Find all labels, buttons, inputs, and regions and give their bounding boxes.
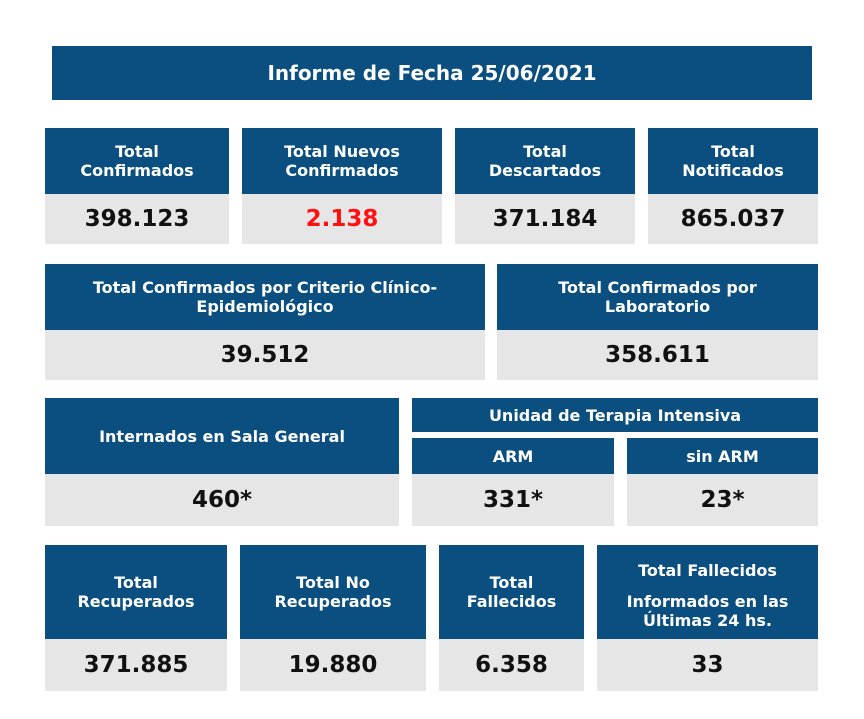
sin-arm-header: sin ARM (627, 438, 818, 474)
header-line: Total No (296, 573, 370, 592)
header-line: Total Confirmados por (558, 278, 757, 297)
arm-value: 331* (412, 474, 614, 526)
total-confirmados-value: 398.123 (45, 194, 229, 244)
confirmados-criterio-clinico-header: Total Confirmados por Criterio Clínico- … (45, 264, 485, 330)
total-fallecidos-header: Total Fallecidos (439, 545, 584, 639)
uti-header: Unidad de Terapia Intensiva (412, 398, 818, 432)
header-line: Total (114, 573, 158, 592)
total-fallecidos-value: 6.358 (439, 639, 584, 691)
header-line: Total (489, 573, 534, 592)
confirmados-laboratorio-header: Total Confirmados por Laboratorio (497, 264, 818, 330)
total-recuperados-header: Total Recuperados (45, 545, 227, 639)
header-line: Confirmados (285, 161, 399, 180)
header-line: Total (711, 142, 755, 161)
header-line: Informados en las (626, 592, 789, 611)
total-notificados-value: 865.037 (648, 194, 818, 244)
header-line: Confirmados (80, 161, 194, 180)
fallecidos-ultimas-24-header: Total Fallecidos Informados en las Últim… (597, 545, 818, 639)
total-descartados-value: 371.184 (455, 194, 635, 244)
total-confirmados-header: Total Confirmados (45, 128, 229, 194)
header-line: Total (115, 142, 159, 161)
total-nuevos-confirmados-header: Total Nuevos Confirmados (242, 128, 442, 194)
sala-general-value: 460* (45, 474, 399, 526)
sala-general-header: Internados en Sala General (45, 398, 399, 474)
header-line: Recuperados (274, 592, 392, 611)
total-no-recuperados-header: Total No Recuperados (240, 545, 426, 639)
header-line: Laboratorio (604, 297, 711, 316)
header-line: Total (523, 142, 567, 161)
confirmados-laboratorio-value: 358.611 (497, 330, 818, 380)
header-line: Total Confirmados por Criterio Clínico- (92, 278, 438, 297)
sin-arm-value: 23* (627, 474, 818, 526)
header-line: Fallecidos (466, 592, 557, 611)
header-line: Últimas 24 hs. (643, 611, 772, 630)
header-line: Recuperados (77, 592, 195, 611)
header-line: Descartados (488, 161, 602, 180)
total-nuevos-confirmados-value: 2.138 (242, 194, 442, 244)
report-title: Informe de Fecha 25/06/2021 (52, 46, 812, 100)
total-recuperados-value: 371.885 (45, 639, 227, 691)
fallecidos-ultimas-24-value: 33 (597, 639, 818, 691)
total-no-recuperados-value: 19.880 (240, 639, 426, 691)
total-descartados-header: Total Descartados (455, 128, 635, 194)
total-notificados-header: Total Notificados (648, 128, 818, 194)
header-line: Epidemiológico (196, 297, 334, 316)
arm-header: ARM (412, 438, 614, 474)
header-line: Notificados (682, 161, 784, 180)
header-line: Total Nuevos (284, 142, 400, 161)
confirmados-criterio-clinico-value: 39.512 (45, 330, 485, 380)
header-line: Total Fallecidos (638, 561, 777, 580)
